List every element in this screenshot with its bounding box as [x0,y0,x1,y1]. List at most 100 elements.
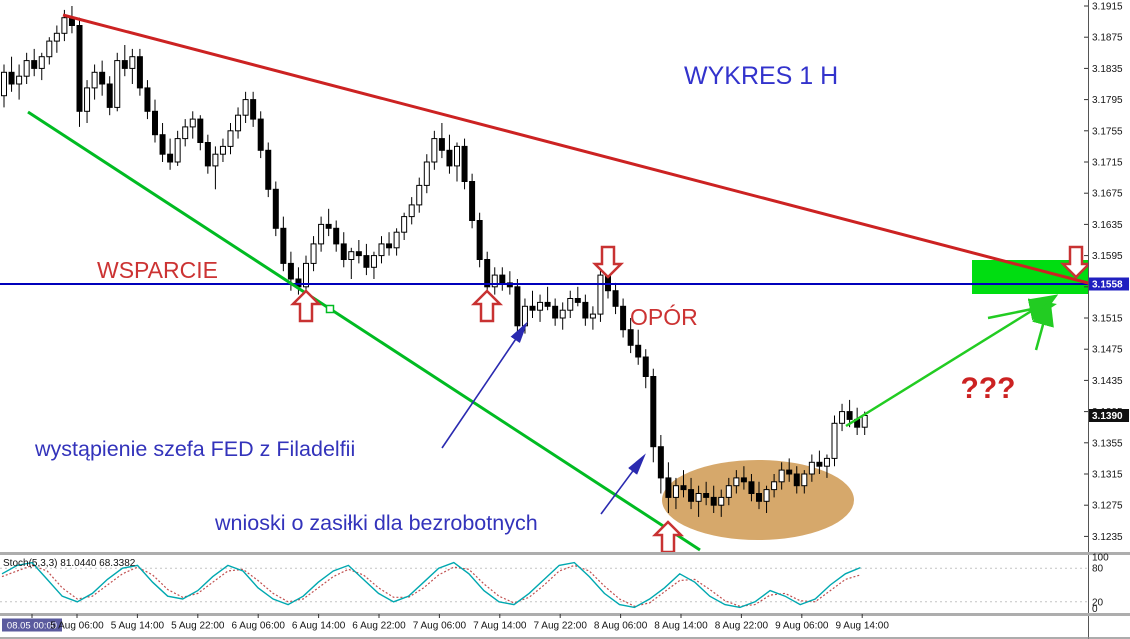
down-arrow-marker-right[interactable] [1059,245,1093,279]
price-tick-label: 3.1315 [1092,470,1123,481]
red-resistance-trendline[interactable] [62,13,1093,286]
candle-bullish [182,126,189,140]
candle-bearish [710,496,717,506]
time-label: 6 Aug 14:00 [292,621,346,632]
time-label: 5 Aug 14:00 [111,621,165,632]
candle-bullish [589,313,596,319]
fed-note-text[interactable]: wystąpienie szefa FED z Filadelfii [34,437,355,461]
candle-bearish [793,473,800,487]
price-tick-label: 3.1475 [1092,345,1123,356]
candle-bullish [393,231,400,249]
chart-title-annotation[interactable]: WYKRES 1 H [684,62,838,90]
candle-bearish [740,477,747,483]
candle-bearish [325,223,332,229]
candle-bullish [408,204,415,218]
candle-bearish [167,153,174,163]
stoch-scale-label: 100 [1092,553,1109,564]
candle-bearish [197,118,204,143]
candle-bullish [235,114,242,132]
candle-bearish [363,255,370,268]
candle-bullish [91,71,98,89]
candle-bearish [635,344,642,358]
claims-note-pointer-arrow[interactable] [600,453,646,515]
time-label: 8 Aug 22:00 [715,621,769,632]
time-axis-strip[interactable] [0,614,1130,639]
candle-bullish [567,298,574,311]
question-marks-text[interactable]: ??? [961,372,1016,405]
time-label: 6 Aug 22:00 [352,621,406,632]
candle-bearish [8,71,15,85]
candle-bearish [136,56,143,89]
candle-bearish [657,446,664,479]
candle-bullish [733,477,740,487]
price-tick-label: 3.1715 [1092,158,1123,169]
candle-bearish [446,149,453,167]
candle-bearish [680,485,687,491]
candle-bullish [61,17,68,34]
candle-bearish [574,298,581,303]
trendline-handle[interactable] [325,304,335,314]
candle-bearish [159,134,166,155]
candle-bearish [280,227,287,264]
up-arrow-marker-2[interactable] [470,289,504,323]
down-arrow-marker-1[interactable] [591,245,625,279]
time-axis-divider [0,613,1130,616]
price-tick-label: 3.1795 [1092,95,1123,106]
candle-bearish [582,301,589,319]
time-label: 8 Aug 06:00 [594,621,648,632]
candle-bullish [84,87,91,112]
candle-bearish [703,493,710,498]
resistance-label[interactable]: OPÓR [630,304,698,330]
time-label: 5 Aug 22:00 [171,621,225,632]
time-label-highlighted: 08.05 00:00 [7,621,57,632]
stoch-signal-line [1,564,861,607]
price-tick-label: 3.1515 [1092,314,1123,325]
support-label[interactable]: WSPARCIE [97,257,218,283]
candle-bearish [514,286,521,327]
price-tick-label: 3.1835 [1092,64,1123,75]
candle-bullish [370,255,377,268]
fed-note-pointer-arrow[interactable] [441,321,528,449]
indicator-panel-divider[interactable] [0,552,1130,555]
green-support-trendline[interactable] [27,110,701,552]
candle-bullish [808,461,815,475]
candle-bearish [438,138,445,151]
candle-bearish [748,481,755,494]
claims-note-text[interactable]: wnioski o zasiłki dla bezrobotnych [214,511,538,535]
current-price-badge: 3.1390 [1089,409,1129,422]
price-tick-label: 3.1235 [1092,532,1123,543]
candle-bearish [665,477,672,498]
up-arrow-marker-1[interactable] [289,289,323,323]
candle-bullish [861,415,868,428]
green-projection-arrow-long[interactable] [845,294,1059,428]
price-tick-label: 3.1435 [1092,376,1123,387]
time-label: 5 Aug 06:00 [50,621,104,632]
candle-bearish [287,262,294,280]
candle-bullish [763,489,770,502]
candle-bearish [484,259,491,288]
price-axis-strip[interactable] [1088,0,1130,639]
candle-bearish [204,142,211,167]
candle-bullish [227,130,234,147]
candle-bullish [189,118,196,128]
green-projection-arrow-steep[interactable] [1032,298,1054,351]
current-price-badge-value: 3.1390 [1092,411,1123,422]
candle-bullish [219,145,226,155]
candle-bullish [718,496,725,506]
price-tick-label: 3.1275 [1092,501,1123,512]
candle-bearish [529,305,536,311]
candle-bullish [242,99,249,116]
candle-bullish [423,161,430,186]
candle-bearish [552,305,559,319]
time-label: 8 Aug 14:00 [654,621,708,632]
candle-bullish [401,216,408,233]
indicator-name-label: Stoch(5,3,3) 81.0440 68.3382 [3,558,136,569]
candle-bearish [257,118,264,151]
candle-bullish [431,138,438,163]
candle-bearish [642,356,649,377]
candle-bearish [620,305,627,331]
candle-bearish [333,227,340,245]
candle-bullish [831,422,838,459]
candle-bullish [491,274,498,288]
